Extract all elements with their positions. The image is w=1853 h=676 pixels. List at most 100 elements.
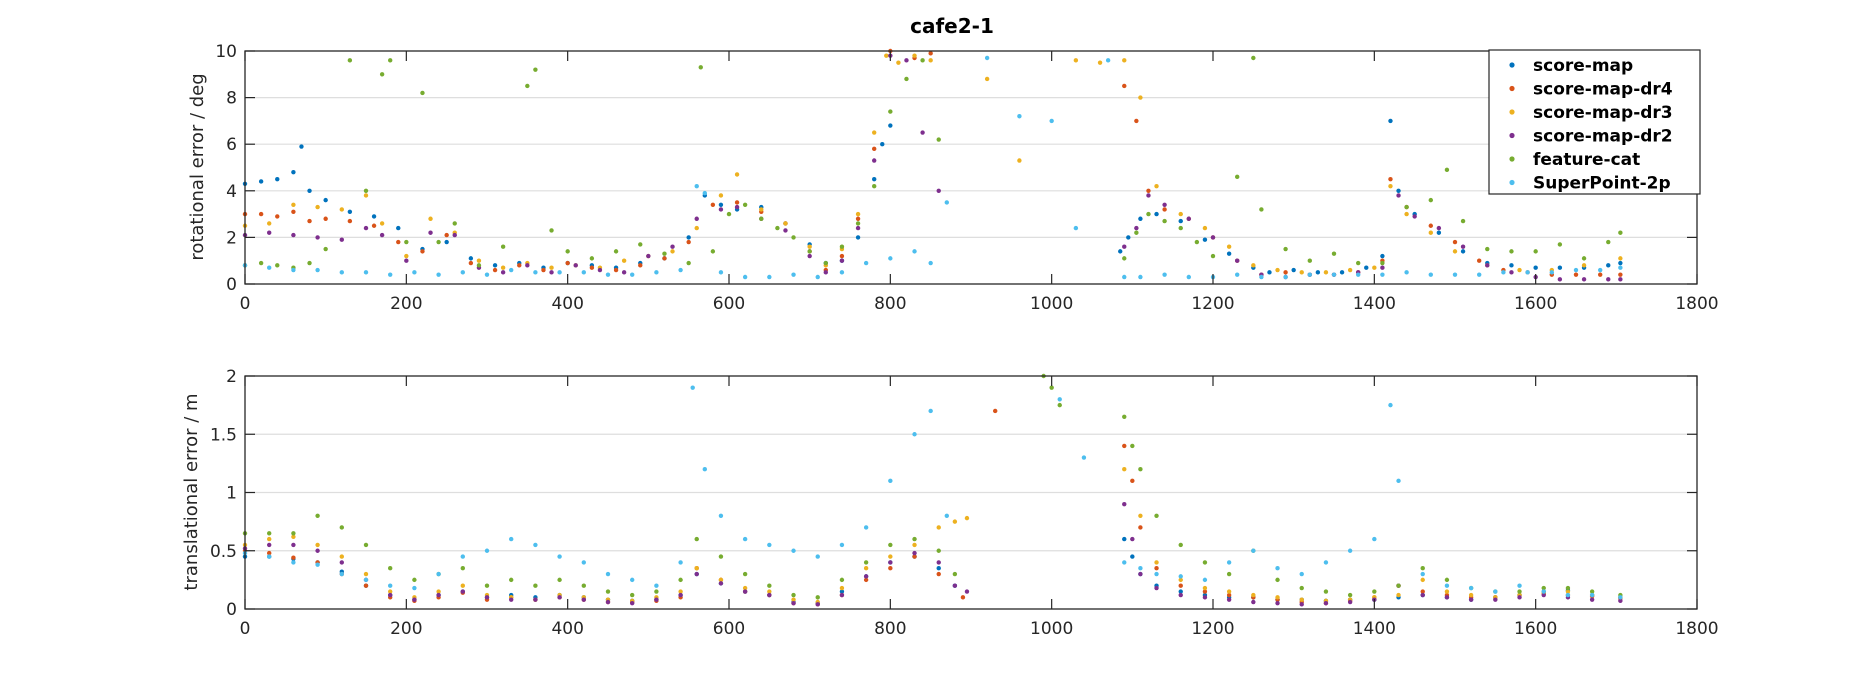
data-point: [759, 207, 764, 212]
data-point: [791, 600, 796, 606]
data-point: [1331, 272, 1337, 277]
x-tick-label: 1600: [1514, 294, 1557, 314]
data-point: [1533, 265, 1538, 270]
data-point: [1573, 272, 1579, 277]
data-point: [412, 597, 417, 602]
data-point: [630, 577, 635, 583]
data-point: [275, 214, 280, 219]
data-point: [1468, 592, 1474, 598]
data-point: [1138, 95, 1143, 100]
data-point: [872, 158, 877, 163]
data-point: [726, 211, 732, 217]
data-point: [613, 267, 619, 273]
legend-entry: SuperPoint-2p: [1533, 174, 1671, 194]
data-point: [1049, 385, 1054, 390]
data-point: [936, 560, 941, 565]
legend-entry: score-map: [1533, 56, 1633, 76]
x-tick-label: 200: [390, 294, 422, 314]
data-point: [686, 260, 691, 266]
data-point: [363, 571, 369, 577]
data-point: [363, 270, 369, 275]
bottom-y-axis-label: translational error / m: [181, 393, 202, 590]
data-point: [1178, 577, 1183, 583]
legend-entry: feature-cat: [1533, 150, 1640, 170]
data-point: [718, 577, 724, 583]
data-point: [678, 592, 683, 598]
data-point: [783, 221, 788, 226]
data-point: [428, 216, 433, 221]
data-point: [1404, 204, 1409, 210]
x-tick-label: 0: [240, 619, 251, 639]
data-point: [484, 583, 490, 588]
data-point: [920, 58, 925, 63]
data-point: [1541, 585, 1546, 591]
data-point: [888, 542, 893, 548]
x-tick-label: 0: [240, 294, 251, 314]
data-point: [1134, 230, 1139, 235]
data-point: [944, 200, 949, 205]
data-point: [1347, 267, 1353, 273]
data-point: [1122, 467, 1127, 472]
data-point: [912, 53, 917, 58]
data-point: [888, 560, 893, 565]
data-point: [388, 58, 393, 63]
data-point: [347, 218, 353, 224]
data-point: [1307, 272, 1313, 277]
data-point: [1323, 589, 1329, 594]
data-point: [767, 592, 772, 598]
data-point: [1396, 193, 1401, 198]
data-point: [549, 270, 554, 275]
data-point: [662, 251, 667, 256]
data-point: [839, 592, 845, 598]
legend-marker: [1509, 85, 1515, 92]
data-point: [839, 244, 845, 249]
data-point: [888, 566, 893, 571]
data-point: [1436, 230, 1442, 235]
data-point: [1275, 566, 1280, 571]
data-point: [783, 228, 788, 233]
data-point: [839, 258, 845, 263]
data-point: [928, 51, 933, 56]
data-point: [1589, 592, 1595, 598]
data-point: [1517, 595, 1522, 600]
data-point: [1493, 597, 1498, 602]
data-point: [1178, 542, 1183, 548]
x-tick-label: 1400: [1353, 619, 1396, 639]
data-point: [654, 583, 659, 588]
data-point: [863, 574, 869, 579]
data-point: [702, 190, 707, 196]
data-point: [1356, 260, 1361, 266]
data-point: [533, 67, 538, 72]
data-point: [775, 225, 780, 231]
data-point: [412, 585, 417, 591]
data-point: [1226, 560, 1232, 565]
data-point: [1210, 235, 1216, 240]
x-tick-label: 600: [713, 619, 745, 639]
data-point: [1468, 585, 1474, 591]
data-point: [420, 90, 425, 96]
data-point: [1178, 574, 1183, 579]
data-point: [1097, 60, 1103, 65]
data-point: [742, 589, 748, 594]
data-point: [484, 595, 490, 600]
data-point: [1138, 216, 1143, 221]
x-tick-label: 200: [390, 619, 422, 639]
data-point: [428, 230, 433, 235]
data-point: [621, 258, 627, 263]
data-point: [315, 267, 320, 273]
series-score-map-dr4: [242, 408, 1623, 607]
data-point: [1581, 256, 1587, 261]
x-tick-label: 1600: [1514, 619, 1557, 639]
data-point: [1275, 267, 1280, 273]
data-point: [1485, 263, 1490, 268]
data-point: [1226, 244, 1232, 249]
series-SuperPoint-2p: [242, 385, 1623, 600]
data-point: [888, 478, 893, 484]
data-point: [912, 536, 917, 542]
data-point: [1138, 467, 1143, 472]
data-point: [936, 548, 941, 553]
data-point: [1202, 577, 1208, 583]
data-point: [1138, 513, 1143, 518]
data-point: [888, 256, 893, 261]
